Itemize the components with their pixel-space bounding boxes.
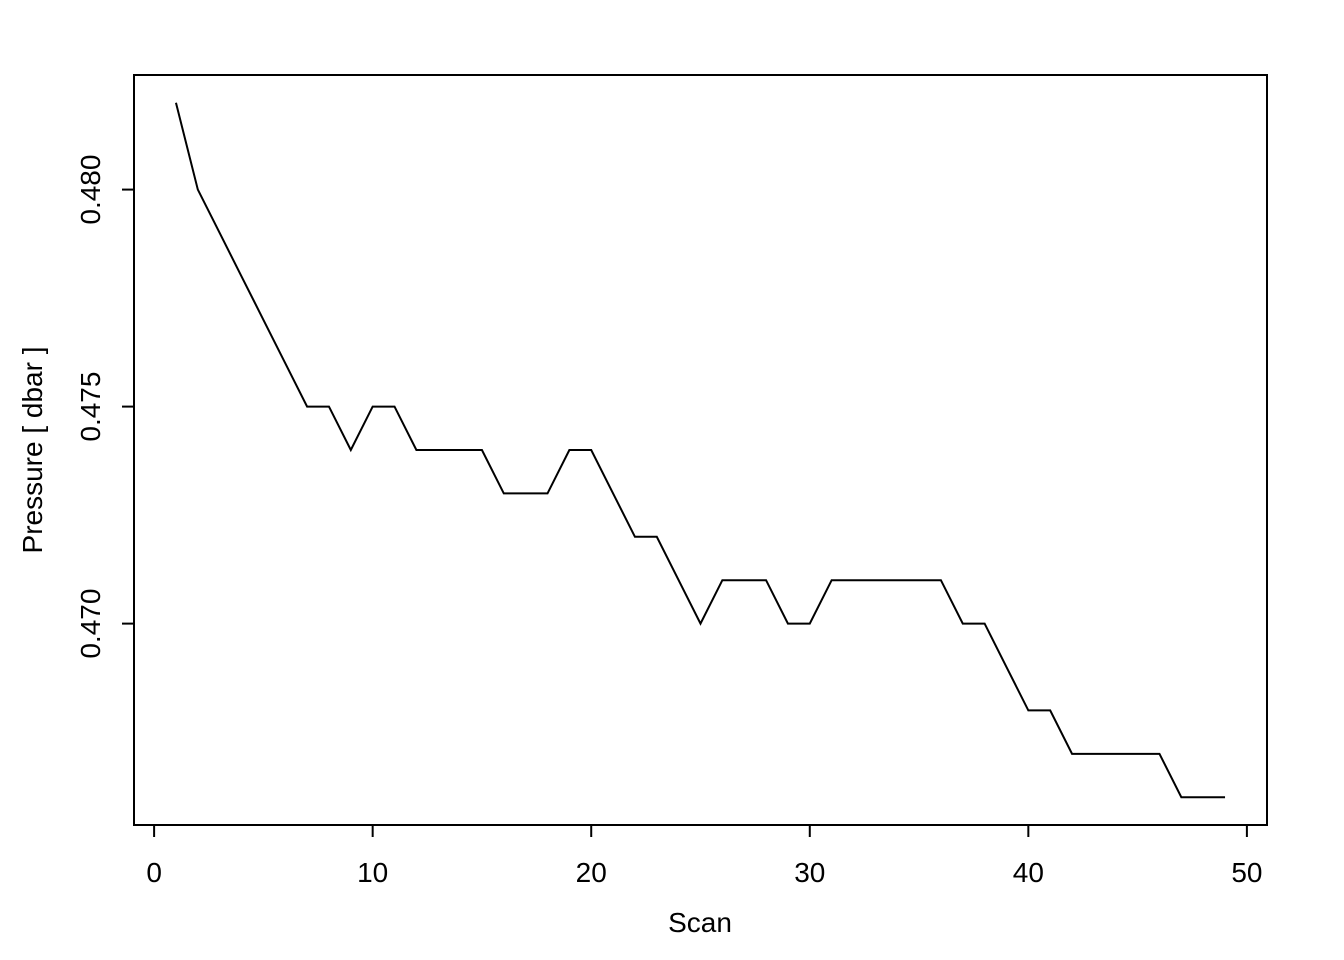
x-tick-label: 0: [146, 857, 162, 888]
plot-box: [133, 74, 1268, 826]
x-tick-label: 50: [1231, 857, 1262, 888]
y-tick-label: 0.480: [75, 155, 106, 225]
x-tick-label: 10: [357, 857, 388, 888]
x-axis-label: Scan: [668, 907, 732, 938]
y-tick-label: 0.470: [75, 589, 106, 659]
y-tick-label: 0.475: [75, 372, 106, 442]
y-axis-label: Pressure [ dbar ]: [17, 347, 48, 554]
x-tick-label: 30: [794, 857, 825, 888]
x-tick-label: 40: [1013, 857, 1044, 888]
x-tick-label: 20: [576, 857, 607, 888]
data-line: [174, 102, 1226, 799]
